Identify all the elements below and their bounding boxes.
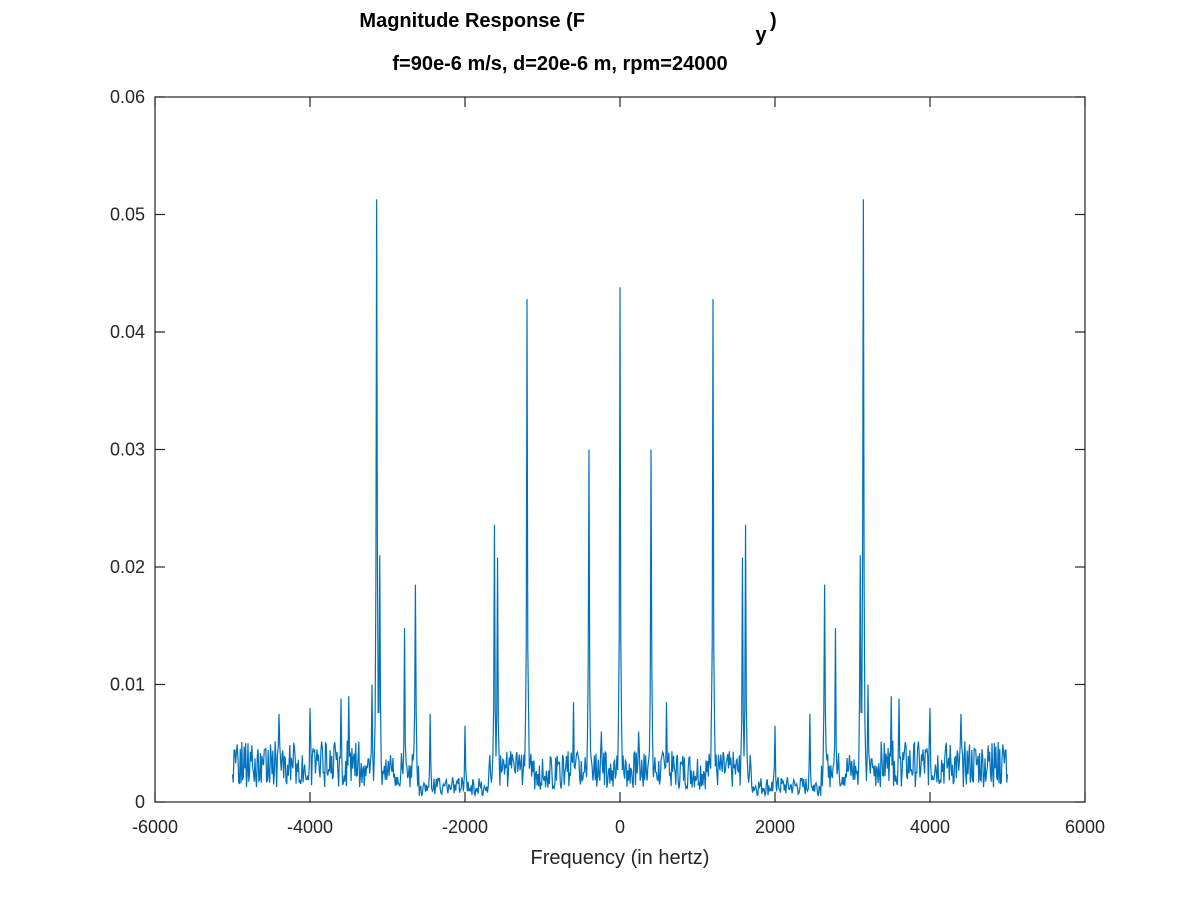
x-tick-label: 0	[615, 817, 625, 837]
y-tick-label: 0.01	[110, 675, 145, 695]
plot-area-border	[154, 96, 1086, 803]
x-tick-label: -2000	[442, 817, 488, 837]
x-tick-label: 2000	[755, 817, 795, 837]
chart-title: Magnitude Response (F	[359, 10, 585, 32]
y-tick-label: 0.06	[110, 87, 145, 107]
series-line	[231, 199, 1009, 798]
x-tick-label: -6000	[132, 817, 178, 837]
y-tick-label: 0.05	[110, 205, 145, 225]
chart-subtitle: f=90e-6 m/s, d=20e-6 m, rpm=24000	[392, 53, 727, 75]
y-tick-label: 0	[135, 792, 145, 812]
chart-title-close: )	[770, 10, 777, 32]
tick-labels: -6000 -4000 -2000 0 2000 4000 6000 0 0.01 0.02 0.0…	[110, 87, 1105, 837]
chart-title-subscript: y	[755, 24, 767, 46]
x-tick-label: 6000	[1065, 817, 1105, 837]
y-tick-label: 0.03	[110, 440, 145, 460]
x-axis-label: Frequency (in hertz)	[531, 847, 710, 869]
y-tick-label: 0.02	[110, 557, 145, 577]
x-tick-label: -4000	[287, 817, 333, 837]
y-tick-label: 0.04	[110, 322, 145, 342]
x-tick-label: 4000	[910, 817, 950, 837]
